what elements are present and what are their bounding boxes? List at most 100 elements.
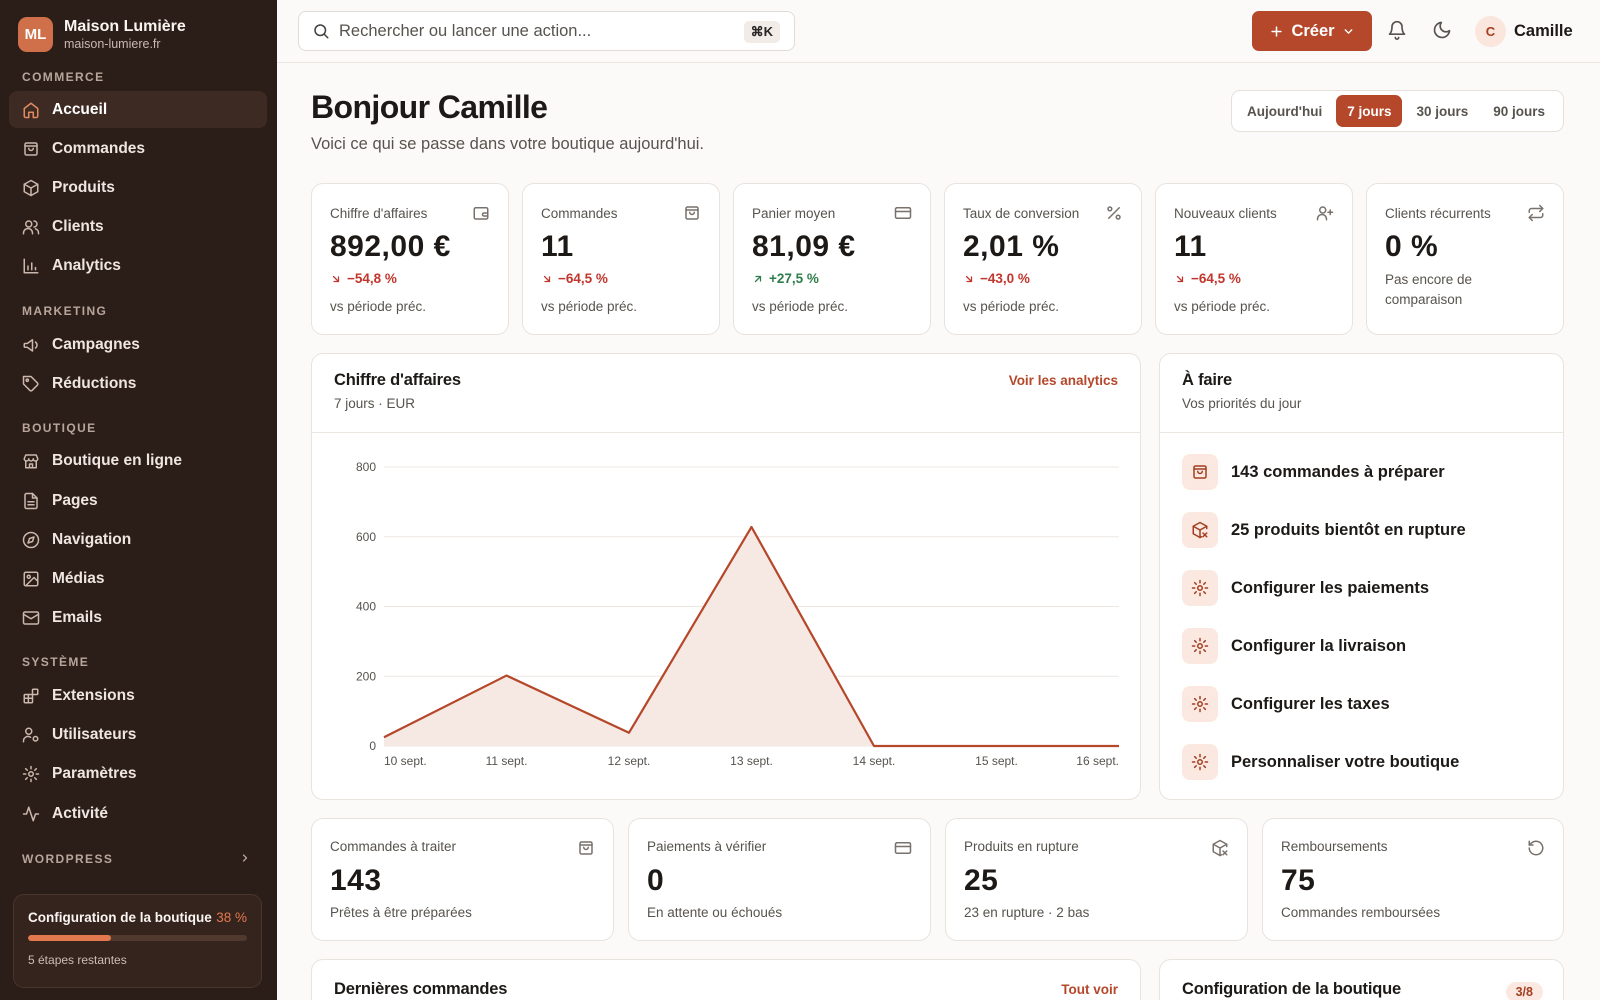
- kpi-card-new-customers[interactable]: Nouveaux clients 11 −64,5 % vs période p…: [1155, 183, 1353, 335]
- chart-title: Chiffre d'affaires: [334, 371, 461, 389]
- sidebar-item-label: Paramètres: [52, 764, 137, 782]
- kpi-card-conversion[interactable]: Taux de conversion 2,01 % −43,0 % vs pér…: [944, 183, 1142, 335]
- todo-item-customize[interactable]: Personnaliser votre boutique: [1182, 744, 1459, 780]
- topbar: ⌘K Créer C Camille: [277, 0, 1600, 63]
- sidebar-item-label: Utilisateurs: [52, 725, 137, 743]
- view-all-orders-link[interactable]: Tout voir: [1061, 982, 1118, 997]
- y-tick-label: 400: [356, 600, 376, 614]
- megaphone-icon: [23, 338, 38, 352]
- arrow-down-right-icon: [965, 275, 973, 282]
- sidebar-item-medias[interactable]: Médias: [9, 560, 267, 597]
- stat-sub: Prêtes à être préparées: [330, 905, 472, 920]
- sidebar-item-emails[interactable]: Emails: [9, 599, 267, 636]
- kpi-card-average-basket[interactable]: Panier moyen 81,09 € +27,5 % vs période …: [733, 183, 931, 335]
- bell-icon[interactable]: [1387, 20, 1407, 40]
- user-menu[interactable]: C Camille: [1475, 16, 1573, 47]
- brand-url: maison-lumiere.fr: [64, 36, 161, 51]
- file-icon: [24, 492, 38, 509]
- sidebar-item-label: Boutique en ligne: [52, 451, 183, 469]
- kpi-delta: −54,8 %: [330, 271, 397, 286]
- create-button[interactable]: Créer: [1252, 11, 1372, 51]
- gear-icon: [1191, 637, 1209, 655]
- stat-card-payments[interactable]: Paiements à vérifier 0 En attente ou éch…: [628, 818, 931, 941]
- search-box[interactable]: ⌘K: [298, 11, 795, 51]
- kpi-foot: vs période préc.: [330, 299, 427, 314]
- package-x-icon: [1212, 839, 1228, 857]
- setup-progress-card[interactable]: Configuration de la boutique 38 % 5 étap…: [13, 894, 262, 988]
- sidebar-item-produits[interactable]: Produits: [9, 169, 267, 206]
- shopping-bag-icon: [685, 206, 699, 220]
- stat-card-out-of-stock[interactable]: Produits en rupture 25 23 en rupture · 2…: [945, 818, 1248, 941]
- sidebar-item-label: Navigation: [52, 530, 132, 548]
- sidebar-item-pages[interactable]: Pages: [9, 482, 267, 519]
- range-90-days[interactable]: 90 jours: [1493, 103, 1545, 119]
- kpi-foot: vs période préc.: [963, 299, 1060, 314]
- stat-card-orders-to-process[interactable]: Commandes à traiter 143 Prêtes à être pr…: [311, 818, 614, 941]
- sidebar-item-boutique-en-ligne[interactable]: Boutique en ligne: [9, 442, 267, 479]
- wallet-icon: [473, 207, 489, 220]
- y-tick-label: 800: [356, 460, 376, 474]
- sidebar-item-activite[interactable]: Activité: [9, 795, 267, 832]
- home-icon: [23, 102, 39, 118]
- range-30-days[interactable]: 30 jours: [1416, 103, 1469, 119]
- kpi-label: Chiffre d'affaires: [330, 206, 428, 221]
- revenue-chart-card: Chiffre d'affaires 7 jours · EUR Voir le…: [311, 353, 1141, 800]
- sidebar-item-navigation[interactable]: Navigation: [9, 521, 267, 558]
- sidebar-item-clients[interactable]: Clients: [9, 208, 267, 245]
- search-input[interactable]: [339, 21, 729, 41]
- kpi-card-orders[interactable]: Commandes 11 −64,5 % vs période préc.: [522, 183, 720, 335]
- page-subtitle: Voici ce qui se passe dans votre boutiqu…: [311, 135, 704, 153]
- shopping-bag-icon: [24, 141, 38, 156]
- sidebar-item-reductions[interactable]: Réductions: [9, 365, 267, 402]
- range-today[interactable]: Aujourd'hui: [1247, 103, 1323, 119]
- recent-orders-title: Dernières commandes: [334, 980, 508, 998]
- kpi-label: Clients récurrents: [1385, 206, 1491, 221]
- view-analytics-link[interactable]: Voir les analytics: [1008, 373, 1118, 388]
- stat-sub: Commandes remboursées: [1281, 905, 1441, 920]
- sidebar-item-label: Accueil: [52, 100, 108, 118]
- shopping-bag-icon: [579, 841, 593, 855]
- gear-icon: [1191, 579, 1209, 597]
- brand[interactable]: ML Maison Lumière maison-lumiere.fr: [18, 17, 186, 52]
- nav-section-marketing: MARKETING: [22, 304, 108, 318]
- range-7-days[interactable]: 7 jours: [1336, 95, 1403, 127]
- kpi-delta: −64,5 %: [541, 271, 608, 286]
- kpi-delta-value: −54,8 %: [347, 271, 397, 286]
- stat-card-refunds[interactable]: Remboursements 75 Commandes remboursées: [1262, 818, 1564, 941]
- kpi-delta: −64,5 %: [1174, 271, 1241, 286]
- kpi-card-returning-customers[interactable]: Clients récurrents 0 % Pas encore de com…: [1366, 183, 1564, 335]
- sidebar-item-commandes[interactable]: Commandes: [9, 130, 267, 167]
- gear-icon: [1191, 753, 1209, 771]
- nav-section-boutique: BOUTIQUE: [22, 421, 97, 435]
- package-x-icon: [1192, 521, 1208, 539]
- sidebar-item-extensions[interactable]: Extensions: [9, 677, 267, 714]
- todo-item-orders[interactable]: 143 commandes à préparer: [1182, 454, 1445, 490]
- chevron-right-icon[interactable]: [239, 852, 251, 864]
- revenue-chart: 0 200 400 600 800 10 sept. 11 sept. 12 sept. 13 …: [356, 460, 1119, 768]
- sidebar-item-label: Réductions: [52, 374, 137, 392]
- nav-section-wordpress[interactable]: WORDPRESS: [22, 852, 114, 866]
- sidebar-item-label: Emails: [52, 608, 102, 626]
- sidebar-item-parametres[interactable]: Paramètres: [9, 755, 267, 792]
- sidebar-item-utilisateurs[interactable]: Utilisateurs: [9, 716, 267, 753]
- kpi-label: Taux de conversion: [963, 206, 1080, 221]
- kpi-card-revenue[interactable]: Chiffre d'affaires 892,00 € −54,8 % vs p…: [311, 183, 509, 335]
- sidebar-item-campagnes[interactable]: Campagnes: [9, 326, 267, 363]
- todo-item-payments[interactable]: Configurer les paiements: [1182, 570, 1429, 606]
- stat-value: 25: [964, 864, 999, 897]
- todo-item-low-stock[interactable]: 25 produits bientôt en rupture: [1182, 512, 1466, 548]
- sidebar-item-analytics[interactable]: Analytics: [9, 247, 267, 284]
- avatar: C: [1475, 16, 1506, 47]
- user-cog-icon: [22, 727, 39, 742]
- kpi-note: Pas encore de comparaison: [1385, 272, 1473, 307]
- gear-icon: [1191, 695, 1209, 713]
- setup-progress-bar: [28, 935, 247, 941]
- setup-remaining: 5 étapes restantes: [28, 953, 127, 967]
- sidebar-item-accueil[interactable]: Accueil: [9, 91, 267, 128]
- todo-item-taxes[interactable]: Configurer les taxes: [1182, 686, 1390, 722]
- kpi-foot: vs période préc.: [752, 299, 849, 314]
- moon-icon[interactable]: [1432, 20, 1452, 40]
- todo-item-shipping[interactable]: Configurer la livraison: [1182, 628, 1406, 664]
- stat-value: 143: [330, 864, 382, 897]
- user-name: Camille: [1514, 22, 1573, 40]
